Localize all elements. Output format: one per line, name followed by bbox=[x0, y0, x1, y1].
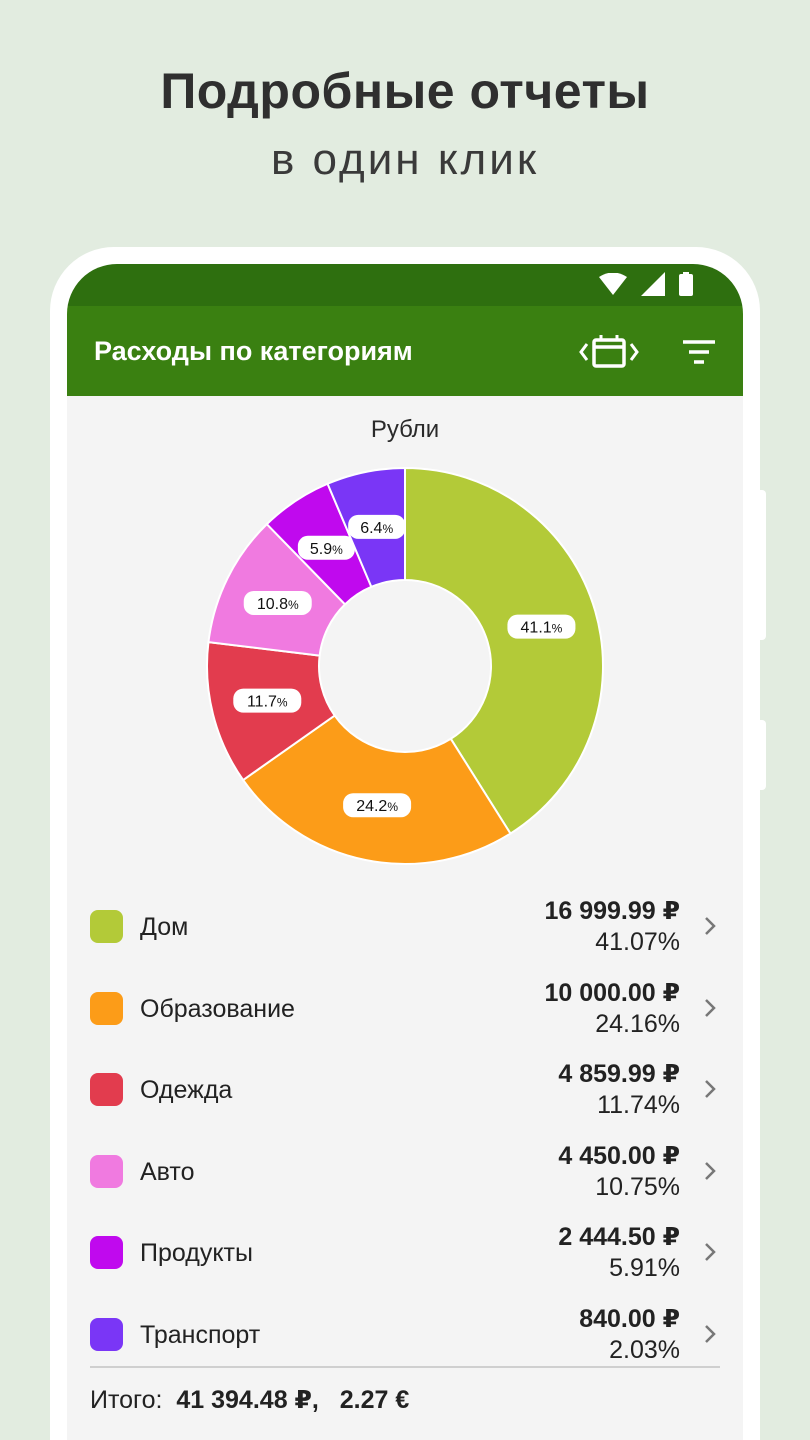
category-amount: 4 450.00 ₽ bbox=[558, 1141, 680, 1170]
category-amount: 2 444.50 ₽ bbox=[558, 1223, 680, 1251]
category-color-swatch bbox=[90, 1236, 123, 1269]
status-bar bbox=[67, 264, 743, 306]
slice-label: 41.1% bbox=[507, 614, 576, 639]
chevron-right-icon bbox=[705, 1324, 716, 1343]
phone-power-button bbox=[758, 720, 766, 790]
app-title: Расходы по категориям bbox=[94, 336, 413, 366]
slice-label: 6.4% bbox=[348, 514, 406, 539]
category-row[interactable]: Дом 16 999.99 ₽ 41.07% bbox=[90, 891, 720, 961]
category-name: Продукты bbox=[140, 1239, 253, 1267]
chevron-right-icon bbox=[705, 998, 716, 1017]
wifi-icon bbox=[599, 273, 627, 295]
slice-label: 5.9% bbox=[297, 535, 355, 560]
category-row[interactable]: Продукты 2 444.50 ₽ 5.91% bbox=[90, 1217, 720, 1287]
category-color-swatch bbox=[90, 991, 123, 1025]
category-row[interactable]: Образование 10 000.00 ₽24.16% bbox=[90, 973, 720, 1043]
category-amount: 10 000.00 ₽ bbox=[544, 978, 680, 1007]
total-label: Итого: bbox=[90, 1386, 163, 1414]
svg-text:6.4%: 6.4% bbox=[360, 520, 393, 537]
chevron-right-icon bbox=[705, 1243, 716, 1261]
category-row[interactable]: Одежда 4 859.99 ₽ 11.74% bbox=[90, 1054, 720, 1124]
category-row[interactable]: Транспорт 840.00 ₽2.03% bbox=[90, 1299, 720, 1369]
category-amount: 4 859.99 ₽ bbox=[558, 1060, 680, 1088]
category-percent: 5.91% bbox=[609, 1254, 680, 1282]
slice-label: 10.8% bbox=[243, 590, 312, 615]
category-name: Одежда bbox=[140, 1076, 233, 1104]
category-amount: 840.00 ₽ bbox=[579, 1304, 680, 1333]
chevron-right-icon bbox=[705, 1161, 716, 1180]
divider bbox=[90, 1366, 720, 1368]
category-color-swatch bbox=[90, 910, 123, 943]
report-content: Рубли 41.1% 24.2% 11.7% 10.8% 5.9% 6.4% Дом 16… bbox=[67, 396, 743, 1440]
category-name: Дом bbox=[140, 913, 189, 941]
calendar-switch-icon[interactable] bbox=[579, 332, 639, 372]
category-percent: 2.03% bbox=[609, 1335, 680, 1364]
chevron-right-icon bbox=[705, 1080, 716, 1098]
category-percent: 11.74% bbox=[597, 1091, 680, 1119]
slice-label: 11.7% bbox=[233, 688, 302, 713]
cellular-icon bbox=[641, 272, 665, 296]
total-eur: 2.27 € bbox=[339, 1386, 410, 1414]
category-color-swatch bbox=[90, 1073, 123, 1106]
slice-label: 24.2% bbox=[343, 793, 412, 818]
promo-subtitle: в один клик bbox=[270, 135, 540, 184]
chart-title: Рубли bbox=[370, 416, 440, 443]
svg-text:41.1%: 41.1% bbox=[521, 620, 563, 637]
phone-screen: Расходы по категориям Рубли 41.1% 24.2% 11… bbox=[67, 264, 743, 1440]
category-color-swatch bbox=[90, 1317, 123, 1351]
phone-volume-button bbox=[758, 490, 766, 640]
category-amount: 16 999.99 ₽ bbox=[544, 897, 680, 925]
donut-slice bbox=[404, 466, 604, 835]
battery-icon bbox=[679, 272, 693, 296]
chevron-right-icon bbox=[705, 917, 716, 935]
total-row: Итого: 41 394.48 ₽, 2.27 € bbox=[90, 1385, 409, 1415]
svg-text:10.8%: 10.8% bbox=[257, 596, 299, 613]
category-percent: 10.75% bbox=[595, 1172, 680, 1201]
svg-text:24.2%: 24.2% bbox=[356, 798, 398, 815]
svg-text:11.7%: 11.7% bbox=[247, 694, 288, 711]
filter-icon[interactable] bbox=[679, 334, 719, 370]
donut-slice bbox=[241, 714, 512, 865]
category-name: Образование bbox=[140, 994, 295, 1023]
category-name: Авто bbox=[140, 1157, 195, 1186]
category-percent: 24.16% bbox=[595, 1009, 680, 1038]
promo-title: Подробные отчеты bbox=[160, 63, 650, 119]
category-row[interactable]: Авто 4 450.00 ₽10.75% bbox=[90, 1136, 720, 1206]
category-percent: 41.07% bbox=[595, 928, 680, 956]
category-name: Транспорт bbox=[140, 1320, 261, 1349]
total-rub: 41 394.48 ₽, bbox=[176, 1386, 319, 1414]
category-color-swatch bbox=[90, 1154, 123, 1188]
donut-chart: 41.1% 24.2% 11.7% 10.8% 5.9% 6.4% bbox=[206, 466, 604, 865]
app-bar: Расходы по категориям bbox=[67, 306, 743, 396]
svg-text:5.9%: 5.9% bbox=[310, 541, 343, 558]
